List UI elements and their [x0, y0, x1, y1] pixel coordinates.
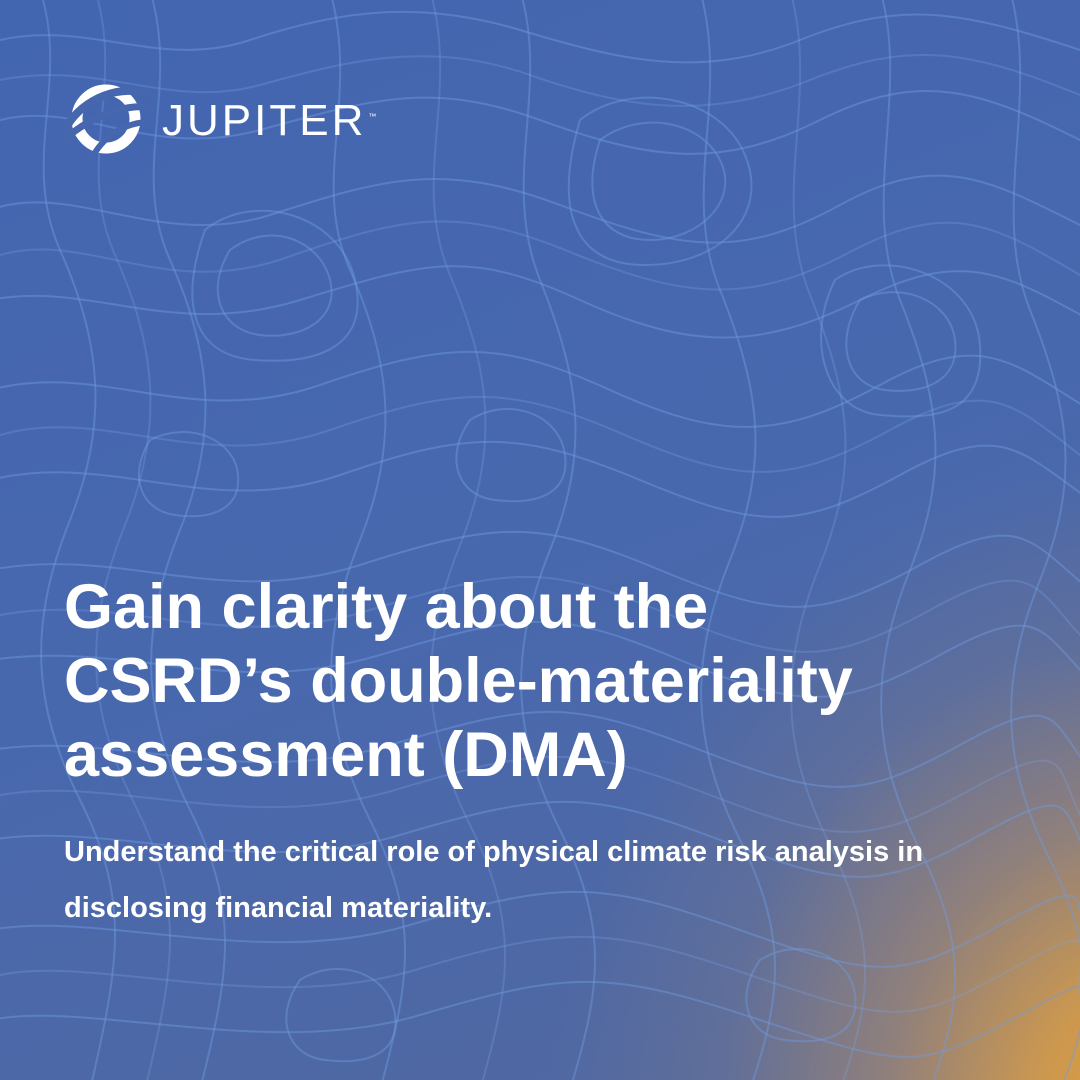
jupiter-orbit-logo-icon	[62, 84, 154, 160]
subheadline-line-2: disclosing financial materiality.	[64, 892, 493, 924]
brand-logo[interactable]: JUPITER ™	[62, 78, 376, 160]
brand-name: JUPITER	[162, 96, 367, 145]
headline-line-1: Gain clarity about the	[64, 572, 709, 642]
brand-wordmark: JUPITER ™	[162, 99, 376, 143]
trademark-symbol: ™	[368, 112, 377, 121]
headline-line-2: CSRD’s double-materiality	[64, 646, 853, 716]
subheadline-line-1: Understand the critical role of physical…	[64, 836, 924, 868]
headline: Gain clarity about the CSRD’s double-mat…	[64, 570, 1024, 792]
subheadline: Understand the critical role of physical…	[64, 824, 1024, 936]
headline-line-3: assessment (DMA)	[64, 720, 628, 790]
